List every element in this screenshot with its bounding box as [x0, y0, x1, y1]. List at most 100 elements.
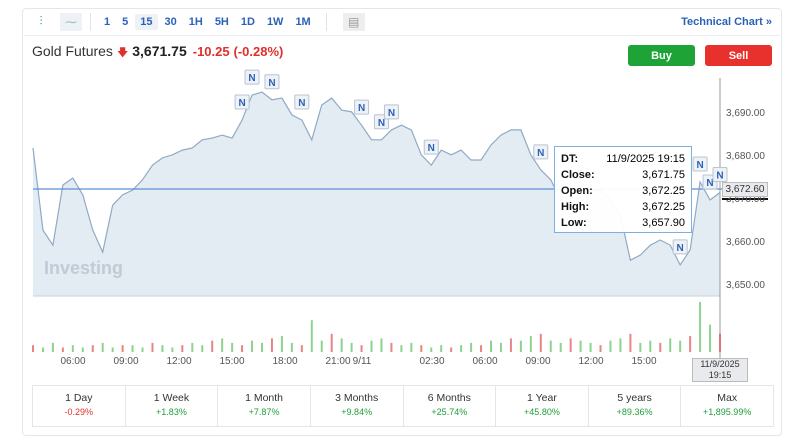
volume-bar — [61, 347, 64, 352]
buy-button[interactable]: Buy — [628, 45, 695, 66]
down-arrow-icon: 🡇 — [116, 47, 129, 59]
x-tick-label: 06:00 — [60, 356, 86, 367]
candlestick-icon[interactable]: ⫶ — [39, 14, 43, 28]
volume-bar — [669, 338, 672, 352]
ohlc-tooltip: DT: 11/9/2025 19:15 Close: 3,671.75 Open: 3… — [554, 146, 692, 233]
volume-bar — [709, 324, 712, 352]
performance-5-years[interactable]: 5 years +89.36% — [589, 386, 682, 426]
volume-bar — [91, 345, 94, 352]
divider — [325, 12, 327, 31]
volume-bar — [101, 342, 104, 352]
price-change: -10.25 — [192, 44, 230, 59]
volume-bar — [509, 338, 512, 352]
news-marker-label: N — [238, 98, 245, 109]
performance-value: +1.83% — [156, 407, 187, 417]
sell-button[interactable]: Sell — [705, 45, 772, 66]
news-marker-label: N — [677, 243, 684, 254]
volume-bar — [460, 345, 463, 352]
interval-5[interactable]: 5 — [122, 15, 129, 28]
performance-value: +45.80% — [524, 407, 560, 417]
news-marker — [294, 94, 310, 110]
volume-bar — [131, 345, 134, 352]
volume-bar — [450, 347, 453, 352]
performance-3-months[interactable]: 3 Months +9.84% — [311, 386, 404, 426]
chart-widget — [22, 8, 782, 436]
volume-bar — [241, 345, 244, 352]
news-marker-label: N — [268, 78, 275, 89]
news-marker-label: N — [428, 143, 435, 154]
interval-1M[interactable]: 1M — [295, 15, 311, 28]
x-tick-label: 15:00 — [219, 356, 245, 367]
news-marker — [692, 156, 708, 172]
crosshair-date-label: 11/9/2025 19:15 — [692, 358, 748, 382]
performance-label: 5 years — [617, 392, 652, 404]
performance-6-months[interactable]: 6 Months +25.74% — [404, 386, 497, 426]
volume-bar — [360, 345, 363, 352]
performance-label: 1 Year — [527, 392, 557, 404]
volume-bar — [589, 342, 592, 352]
technical-chart-link[interactable]: Technical Chart » — [681, 15, 772, 28]
interval-15[interactable]: 15 — [135, 13, 158, 30]
volume-bar — [480, 345, 483, 352]
performance-value: +89.36% — [616, 407, 653, 417]
volume-bar — [161, 345, 164, 352]
news-marker-label: N — [537, 148, 544, 159]
performance-label: 3 Months — [335, 392, 379, 404]
interval-1[interactable]: 1 — [104, 15, 111, 28]
area-chart-icon[interactable]: ⁓ — [60, 12, 82, 31]
volume-bar — [629, 333, 632, 352]
volume-bar — [619, 338, 622, 352]
performance-1-week[interactable]: 1 Week +1.83% — [126, 386, 219, 426]
volume-bar — [261, 342, 263, 352]
divider — [90, 12, 91, 31]
volume-bar — [609, 340, 612, 352]
performance-label: Max — [717, 392, 738, 404]
performance-max[interactable]: Max +1,895.99% — [681, 386, 773, 426]
interval-30[interactable]: 30 — [164, 15, 177, 28]
volume-bar — [569, 338, 572, 352]
volume-bar — [470, 342, 473, 352]
x-tick-label: 15:00 — [631, 356, 657, 367]
volume-bar — [41, 347, 44, 352]
performance-1-year[interactable]: 1 Year +45.80% — [496, 386, 589, 426]
volume-bar — [370, 340, 373, 352]
volume-bar — [340, 338, 343, 352]
volume-bar — [689, 336, 692, 352]
investing-watermark: Investing — [44, 258, 124, 278]
news-marker — [354, 99, 370, 115]
chart-toolbar: ⫶ ⁓ 1 5 15 30 1H 5H 1D 1W 1M ▤ Technical Chart » — [22, 8, 782, 36]
performance-label: 6 Months — [427, 392, 471, 404]
price-area-fill — [33, 92, 720, 296]
volume-bar — [490, 340, 492, 352]
volume-bar — [111, 347, 114, 352]
volume-bar — [251, 340, 254, 352]
last-price: 3,671.75 — [132, 43, 187, 59]
volume-bar — [51, 342, 54, 352]
news-marker — [423, 139, 439, 155]
volume-bar — [81, 347, 84, 352]
interval-1W[interactable]: 1W — [266, 15, 284, 28]
performance-1-day[interactable]: 1 Day -0.29% — [33, 386, 126, 426]
y-tick-label: 3,650.00 — [726, 280, 765, 291]
settings-panel-icon[interactable]: ▤ — [342, 12, 365, 31]
news-marker — [712, 166, 728, 182]
volume-bar — [519, 340, 522, 352]
performance-value: +9.84% — [341, 407, 373, 417]
current-price-label: 3,672.60 — [722, 182, 768, 197]
interval-5H[interactable]: 5H — [214, 15, 229, 28]
news-marker-label: N — [716, 170, 723, 181]
x-tick-label: 09:00 — [113, 356, 139, 367]
volume-bar — [529, 336, 532, 352]
volume-bar — [699, 302, 702, 352]
interval-1H[interactable]: 1H — [188, 15, 203, 28]
y-tick-label: 3,670.00 — [726, 194, 765, 205]
news-marker-label: N — [358, 103, 365, 114]
performance-label: 1 Week — [153, 392, 190, 404]
volume-bar — [231, 342, 234, 352]
volume-bar — [400, 345, 403, 352]
volume-bar — [32, 345, 34, 352]
interval-1D[interactable]: 1D — [240, 15, 255, 28]
performance-1-month[interactable]: 1 Month +7.87% — [218, 386, 311, 426]
volume-bar — [719, 333, 721, 352]
